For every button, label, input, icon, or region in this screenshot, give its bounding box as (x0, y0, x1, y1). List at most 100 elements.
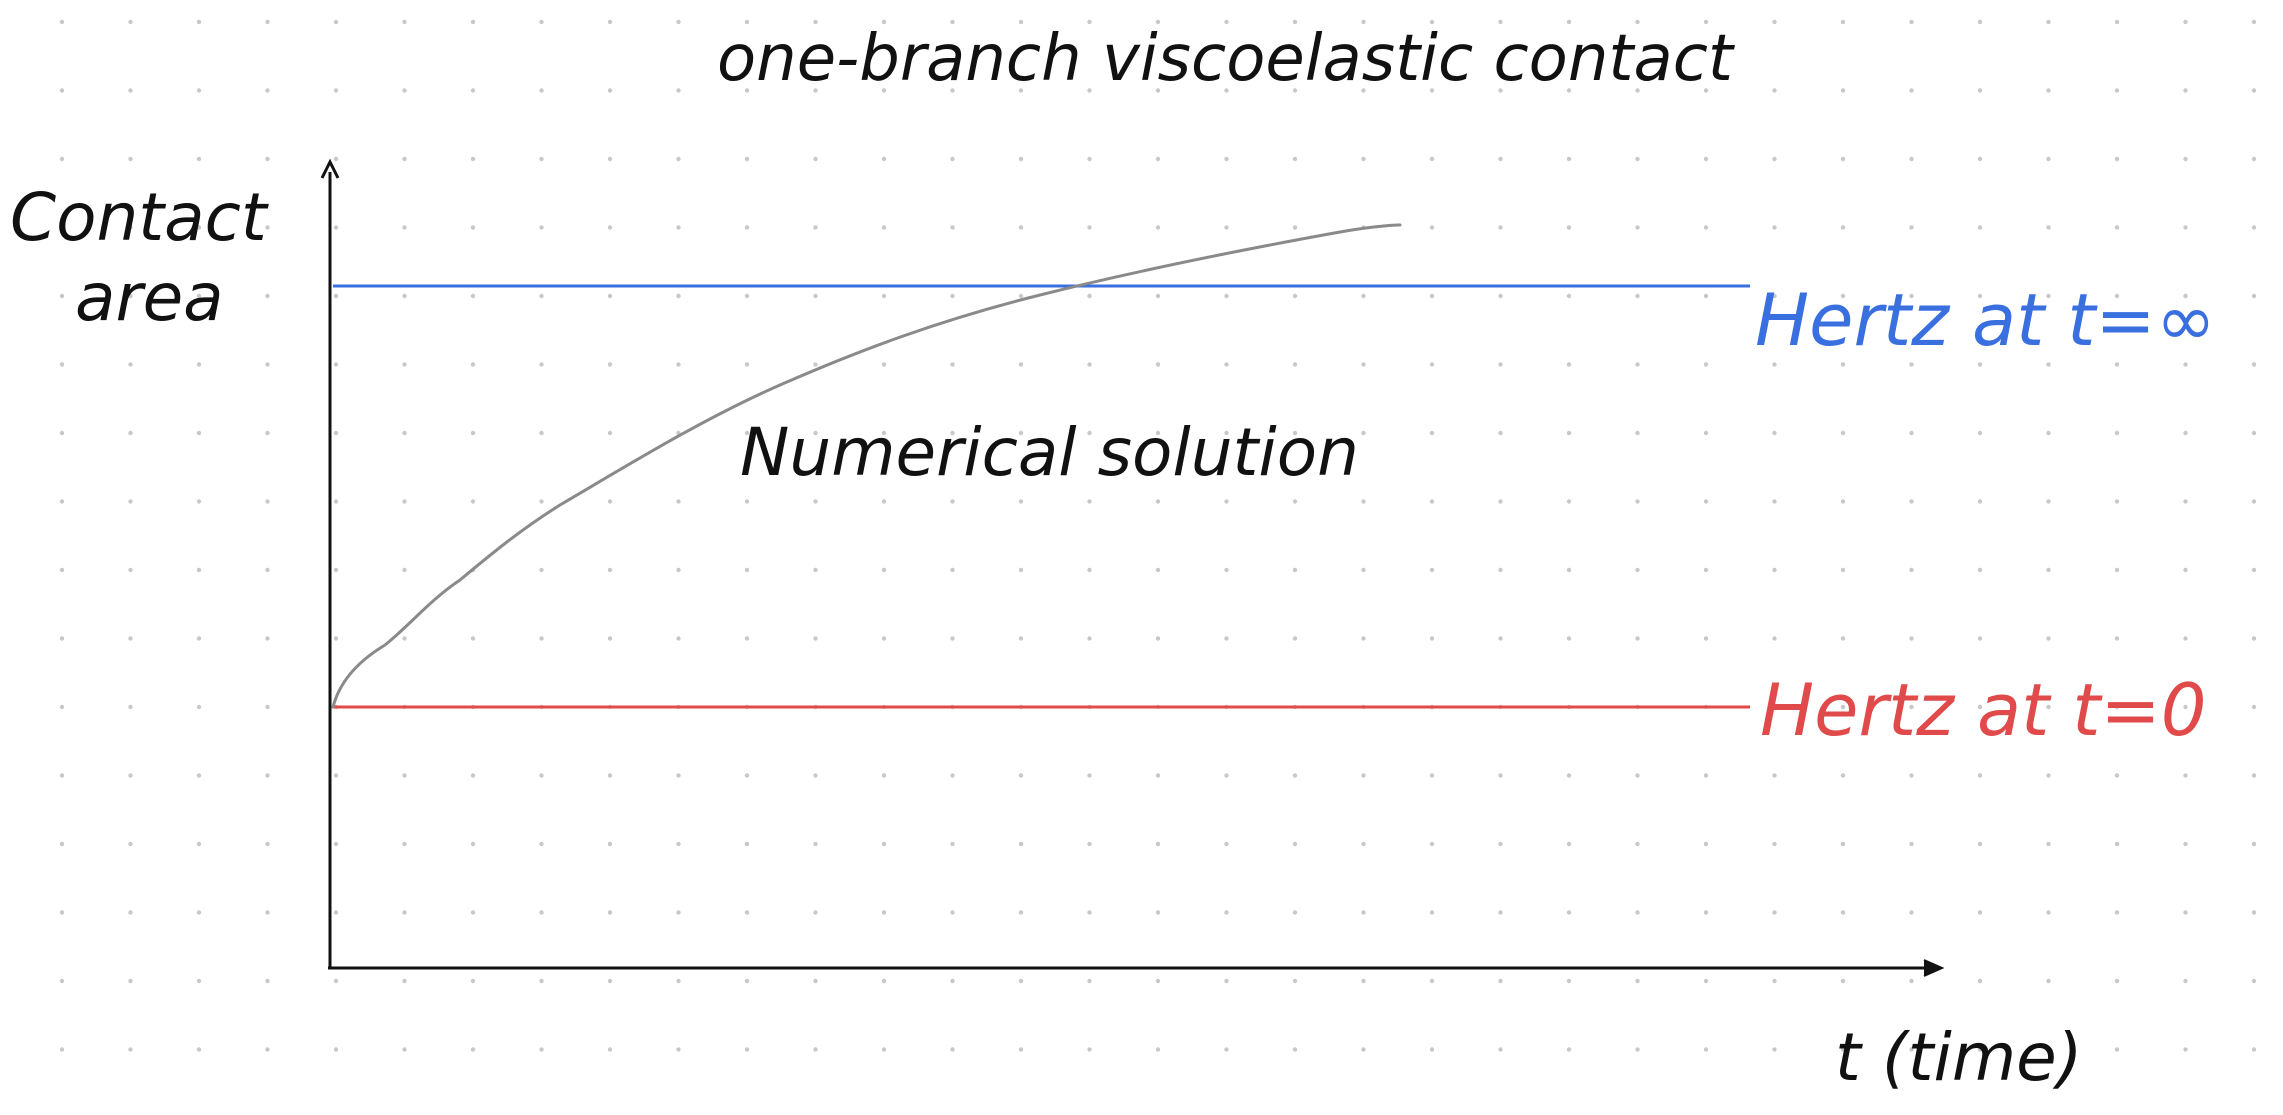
grid-dot (1840, 156, 1846, 162)
grid-dot (881, 430, 887, 436)
grid-dot (744, 362, 750, 367)
grid-dot (1361, 567, 1366, 573)
grid-dot (1566, 430, 1572, 436)
grid-dot (1292, 841, 1298, 847)
grid-dot (333, 293, 339, 299)
grid-dot (1703, 1047, 1709, 1052)
grid-dot (128, 88, 133, 93)
grid-dot (1635, 499, 1640, 504)
grid-dot (1498, 225, 1503, 230)
hertz-t-zero-label: Hertz at t=0 (1760, 668, 2207, 752)
grid-dot (1087, 1047, 1092, 1052)
grid-dot (59, 225, 65, 230)
grid-dot (2046, 362, 2051, 367)
grid-dot (1155, 567, 1161, 573)
grid-dot (128, 773, 133, 778)
grid-dot (1566, 567, 1572, 573)
grid-dot (333, 225, 339, 230)
grid-dot (1361, 362, 1366, 367)
grid-dot (881, 841, 887, 847)
grid-dot (1361, 910, 1366, 915)
grid-dot (402, 293, 407, 299)
grid-dot (1977, 362, 1983, 367)
grid-dot (1840, 567, 1846, 573)
grid-dot (1087, 19, 1092, 25)
grid-dot (1224, 156, 1229, 162)
grid-dot (1840, 636, 1846, 641)
grid-dot (1772, 910, 1777, 915)
grid-dot (1018, 293, 1024, 299)
grid-dot (1018, 499, 1024, 504)
grid-dot (1977, 773, 1983, 778)
grid-dot (1703, 567, 1709, 573)
grid-dot (2114, 1047, 2120, 1052)
grid-dot (1909, 978, 1914, 984)
grid-dot (196, 88, 202, 93)
grid-dot (333, 1047, 339, 1052)
grid-dot (2183, 910, 2188, 915)
grid-dot (950, 225, 955, 230)
grid-dot (1498, 841, 1503, 847)
grid-dot (128, 225, 133, 230)
grid-dot (128, 19, 133, 25)
grid-dot (1087, 499, 1092, 504)
grid-dot (607, 362, 613, 367)
grid-dot (470, 225, 476, 230)
grid-dot (1635, 88, 1640, 93)
grid-dot (607, 636, 613, 641)
grid-dot (59, 841, 65, 847)
grid-dot (333, 978, 339, 984)
grid-dot (265, 773, 270, 778)
grid-dot (676, 293, 681, 299)
grid-dot (196, 19, 202, 25)
grid-dot (265, 567, 270, 573)
grid-dot (1361, 636, 1366, 641)
grid-dot (744, 567, 750, 573)
grid-dot (813, 978, 818, 984)
grid-dot (265, 910, 270, 915)
grid-dot (1292, 636, 1298, 641)
grid-dot (1772, 362, 1777, 367)
grid-dot (1498, 293, 1503, 299)
grid-dot (607, 88, 613, 93)
grid-dot (1635, 978, 1640, 984)
grid-dot (1018, 567, 1024, 573)
grid-dot (1292, 499, 1298, 504)
grid-dot (676, 841, 681, 847)
grid-dot (196, 430, 202, 436)
grid-dot (1498, 1047, 1503, 1052)
grid-dot (470, 19, 476, 25)
grid-dot (1840, 910, 1846, 915)
grid-dot (539, 1047, 544, 1052)
grid-dot (1498, 362, 1503, 367)
grid-dot (1977, 704, 1983, 710)
grid-dot (813, 773, 818, 778)
grid-dot (607, 430, 613, 436)
grid-dot (1703, 156, 1709, 162)
grid-dot (402, 362, 407, 367)
grid-dot (2251, 704, 2257, 710)
grid-dot (2046, 430, 2051, 436)
grid-dot (676, 88, 681, 93)
grid-dot (2114, 156, 2120, 162)
grid-dot (2046, 156, 2051, 162)
grid-dot (2183, 773, 2188, 778)
grid-dot (1429, 88, 1435, 93)
grid-dot (2046, 910, 2051, 915)
grid-dot (333, 19, 339, 25)
grid-dot (128, 293, 133, 299)
grid-dot (1566, 293, 1572, 299)
grid-dot (676, 156, 681, 162)
grid-dot (2114, 704, 2120, 710)
grid-dot (1018, 978, 1024, 984)
grid-dot (265, 362, 270, 367)
grid-dot (1361, 773, 1366, 778)
grid-dot (881, 88, 887, 93)
grid-dot (265, 88, 270, 93)
grid-dot (1224, 567, 1229, 573)
grid-dot (881, 362, 887, 367)
grid-dot (2251, 362, 2257, 367)
grid-dot (1292, 978, 1298, 984)
grid-dot (59, 430, 65, 436)
grid-dot (1635, 19, 1640, 25)
